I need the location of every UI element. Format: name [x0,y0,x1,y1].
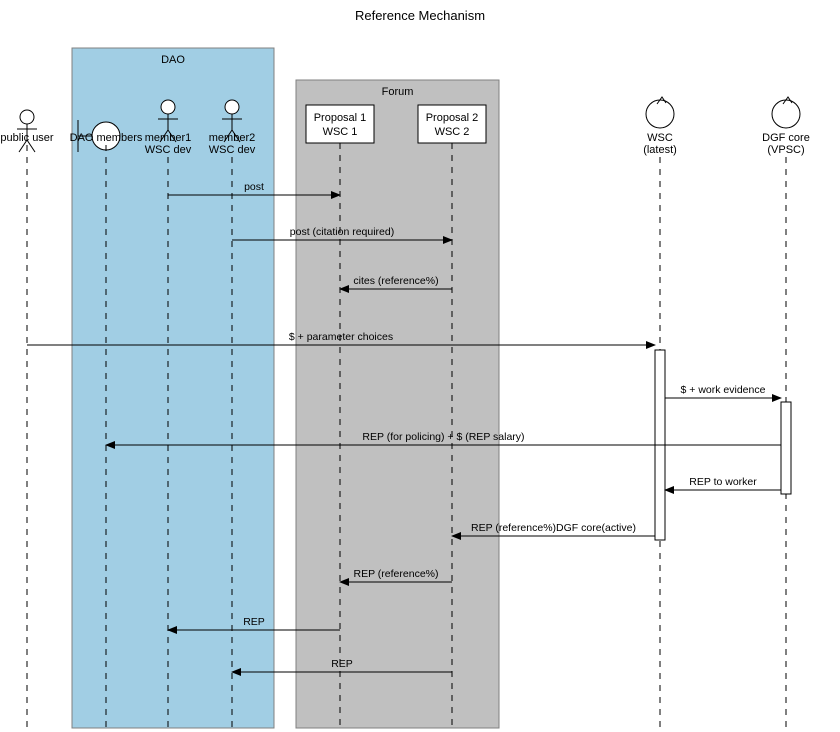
region-label-Forum: Forum [382,86,414,98]
actor-label1-proposal2: Proposal 2 [426,112,479,124]
message-label-5: REP (for policing) + $ (REP salary) [362,431,524,443]
actor-label1-wsc-latest: WSC [647,132,673,144]
message-label-9: REP [243,616,265,628]
actor-label2-wsc-latest: (latest) [643,144,677,156]
message-label-2: cites (reference%) [353,275,438,287]
actor-label1-dgf-core: DGF core [762,132,810,144]
actor-label2-member2: WSC dev [209,144,256,156]
actor-label2-member1: WSC dev [145,144,192,156]
activation-dgf-core [781,402,791,494]
actor-label1-proposal1: Proposal 1 [314,112,367,124]
message-label-4: $ + work evidence [681,384,766,396]
message-label-7: REP (reference%)DGF core(active) [471,522,636,534]
message-label-10: REP [331,658,353,670]
message-label-0: post [244,181,264,193]
message-label-6: REP to worker [689,476,757,488]
actor-label2-dgf-core: (VPSC) [767,144,804,156]
message-label-3: $ + parameter choices [289,331,393,343]
region-label-DAO: DAO [161,54,185,66]
message-label-1: post (citation required) [290,226,394,238]
diagram-title: Reference Mechanism [355,8,485,23]
actor-label2-proposal2: WSC 2 [435,126,470,138]
actor-label1-public-user: public user [0,132,54,144]
actor-label1-dao-members: DAO members [70,132,143,144]
region-Forum [296,80,499,728]
actor-label1-member2: member2 [209,132,255,144]
actor-label2-proposal1: WSC 1 [323,126,358,138]
actor-label1-member1: member1 [145,132,191,144]
message-label-8: REP (reference%) [353,568,438,580]
